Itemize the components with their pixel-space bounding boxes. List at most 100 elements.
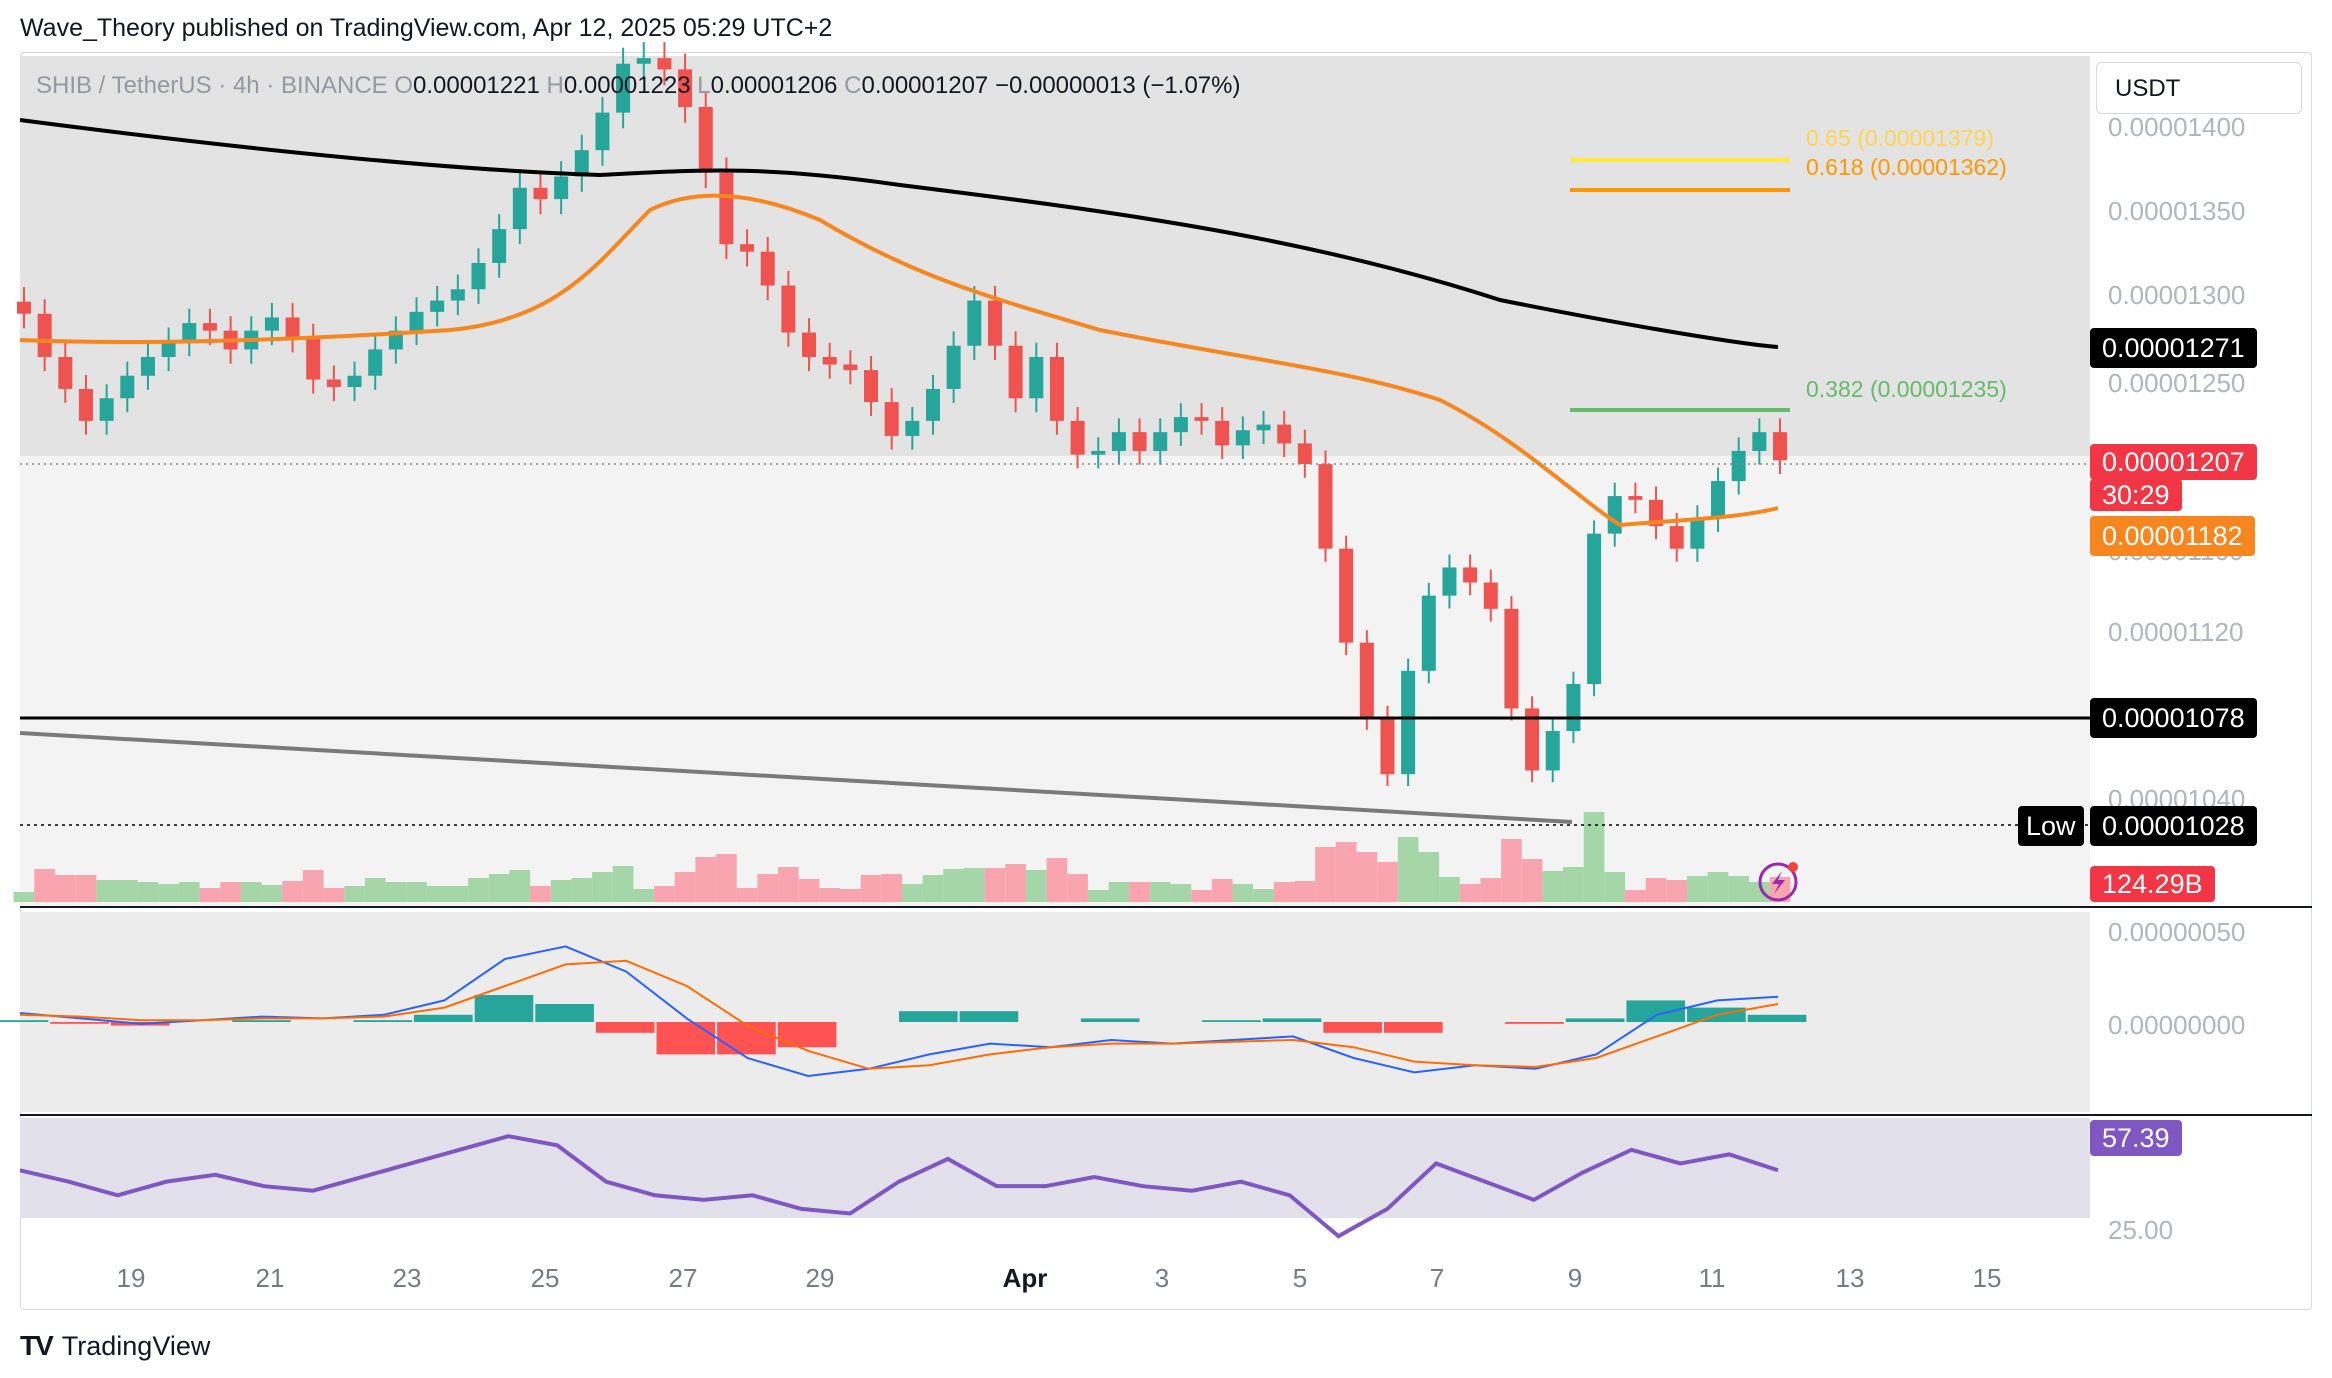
support-price-tag: 0.00001078 [2090, 698, 2257, 738]
close-label: C [844, 72, 862, 99]
volume-bar [75, 875, 97, 902]
volume-bar [1315, 847, 1336, 902]
candle-body [760, 251, 775, 286]
volume-bar [674, 872, 696, 902]
time-tick: 15 [1973, 1263, 2002, 1293]
candle-body [1711, 481, 1726, 519]
candle-body [781, 285, 796, 333]
candle-body [864, 370, 879, 403]
volume-bar [1335, 842, 1357, 902]
volume-bar [1501, 839, 1522, 902]
volume-bar [819, 888, 841, 902]
candle-body [1773, 432, 1787, 461]
candle-body [1566, 684, 1581, 731]
volume-bar [550, 880, 572, 902]
volume-bar [54, 875, 76, 902]
time-tick: 13 [1836, 1263, 1865, 1293]
volume-bar [1521, 859, 1543, 902]
volume-bar [509, 870, 531, 902]
last-price-tag: 0.00001207 [2090, 444, 2257, 480]
volume-bar [1129, 882, 1150, 902]
volume-bar [426, 886, 448, 902]
candle-body [1132, 432, 1147, 451]
candle-body [636, 58, 651, 64]
volume-bar [798, 879, 820, 902]
price-axis: 0.00001400 0.00001350 0.00001300 0.00001… [2108, 112, 2245, 1245]
macd-hist-bar [1626, 1000, 1686, 1022]
candle-body [554, 176, 569, 200]
volume-bar [592, 872, 613, 902]
macd-hist-bar [1202, 1020, 1261, 1022]
volume-bar [757, 874, 779, 902]
currency-selector[interactable]: USDT [2096, 62, 2302, 114]
volume-bar [963, 868, 985, 902]
volume-bar [1418, 852, 1440, 902]
candle-body [698, 106, 713, 173]
low-price-tag: 0.00001028 [2090, 806, 2257, 846]
volume-bar [344, 886, 365, 902]
candle-body [264, 317, 279, 331]
volume-bar [1480, 878, 1502, 902]
candle-body [822, 356, 837, 365]
candle-body [17, 301, 31, 314]
candle-body [905, 420, 920, 436]
candle-body [368, 349, 383, 376]
candle-body [1008, 345, 1023, 399]
tradingview-branding[interactable]: TV TradingView [20, 1330, 210, 1362]
candle-body [740, 244, 755, 252]
rsi-line [19, 1134, 1779, 1239]
volume-histogram [13, 812, 1791, 902]
volume-bar [158, 884, 179, 902]
volume-bar [1025, 870, 1047, 902]
volume-bar [364, 878, 386, 902]
volume-bar [1542, 871, 1564, 902]
macd-hist-bar [232, 1020, 291, 1022]
candle-body [450, 289, 465, 301]
candle-body [843, 364, 858, 371]
volume-bar [571, 878, 593, 902]
macd-hist-bar [1747, 1014, 1807, 1022]
open-label: O [394, 72, 414, 99]
candle-body [285, 317, 300, 339]
volume-bar [1583, 812, 1605, 902]
volume-bar [778, 867, 799, 902]
candle-body [1173, 417, 1188, 433]
macd-hist-bar [1383, 1022, 1443, 1033]
low-label: L [697, 72, 711, 99]
ma50-line [19, 193, 1779, 528]
time-tick: 3 [1155, 1263, 1169, 1293]
candle-body [884, 402, 899, 436]
candle-body [1215, 420, 1230, 446]
low-label-tag: Low [2018, 806, 2084, 846]
volume-bar [240, 882, 262, 902]
fib-0382-label: 0.382 (0.00001235) [1806, 376, 2007, 402]
macd-hist-bar [656, 1022, 716, 1055]
signal-line [19, 959, 1779, 1070]
volume-bar [1087, 890, 1109, 902]
candle-body [1029, 356, 1044, 399]
macd-hist-bar [717, 1022, 776, 1055]
lightning-glyph-icon [1772, 871, 1785, 894]
volume-tag: 124.29B [2090, 866, 2215, 902]
candle-body [120, 375, 135, 399]
volume-bar [406, 882, 427, 902]
candle-body [140, 356, 155, 376]
lightning-icon[interactable] [1758, 862, 1798, 902]
volume-bar [530, 886, 551, 902]
candle-body [1421, 595, 1436, 671]
volume-bar [468, 878, 489, 902]
volume-bar [1046, 858, 1068, 902]
price-tick: 0.00001120 [2108, 617, 2243, 647]
close-value: 0.00001207 [861, 72, 989, 99]
candle-body [1752, 432, 1767, 451]
time-tick: 29 [806, 1263, 835, 1293]
volume-bar [1253, 889, 1274, 902]
symbol-label[interactable]: SHIB / TetherUS · 4h · BINANCE [36, 72, 388, 99]
high-label: H [546, 72, 564, 99]
candle-body [492, 229, 507, 263]
candle-body [161, 341, 176, 357]
volume-bar [178, 882, 200, 902]
price-tick: 0.00001250 [2108, 368, 2245, 398]
candle-body [719, 172, 734, 245]
